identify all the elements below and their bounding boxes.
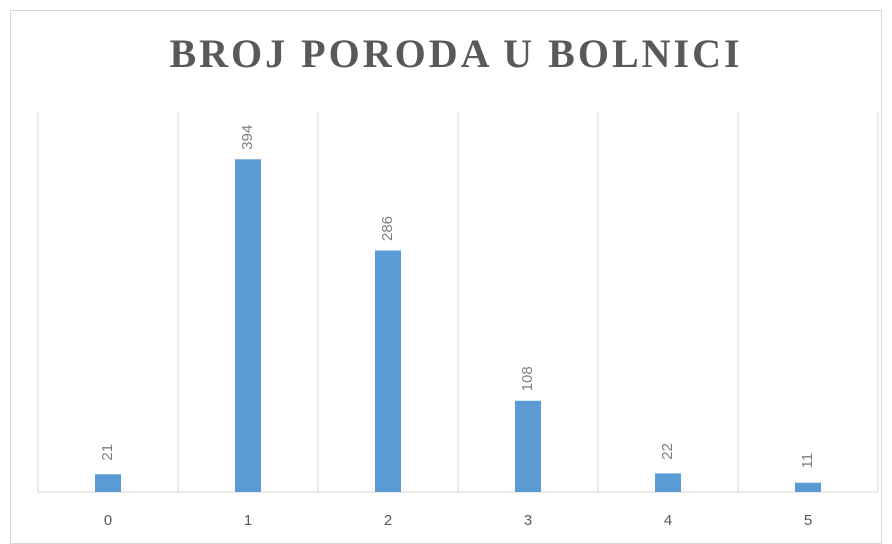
bar <box>515 400 541 492</box>
chart-title: BROJ PORODA U BOLNICI <box>169 31 742 76</box>
x-tick-label: 0 <box>104 512 112 529</box>
x-tick-label: 5 <box>804 512 812 529</box>
bar <box>235 159 261 493</box>
data-label: 21 <box>99 444 116 461</box>
bar <box>795 482 821 492</box>
data-label: 108 <box>519 366 536 391</box>
bar <box>375 250 401 492</box>
data-label: 11 <box>799 453 816 469</box>
data-label: 286 <box>379 216 396 241</box>
x-tick-label: 1 <box>244 512 252 529</box>
x-tick-label: 2 <box>384 512 392 529</box>
bar <box>95 474 121 492</box>
x-tick-label: 4 <box>664 512 672 529</box>
data-label: 22 <box>659 443 676 460</box>
bar <box>655 473 681 492</box>
data-label: 394 <box>239 125 256 150</box>
chart-frame <box>10 10 882 544</box>
x-tick-label: 3 <box>524 512 532 529</box>
